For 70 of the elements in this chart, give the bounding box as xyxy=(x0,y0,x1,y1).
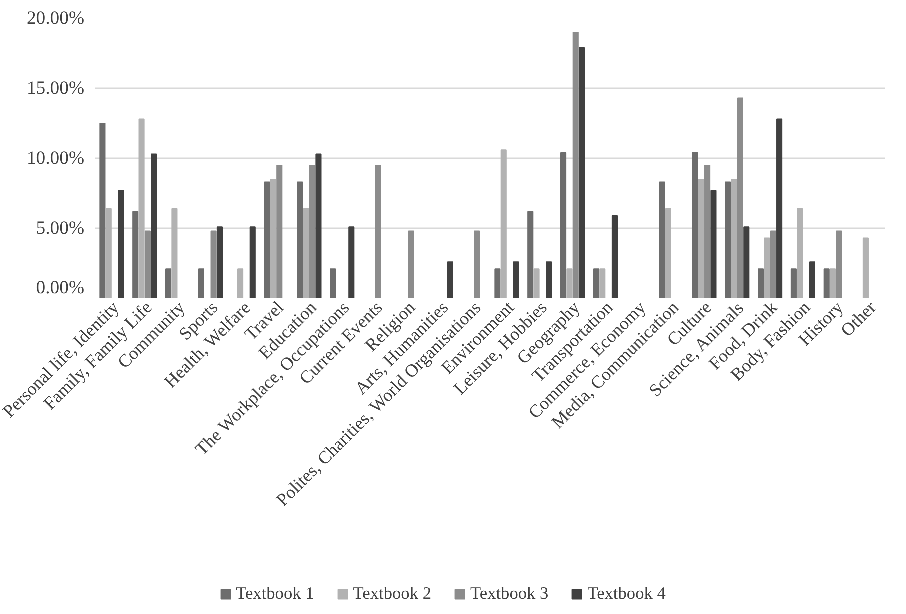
bar xyxy=(704,165,711,298)
bar xyxy=(100,123,106,298)
bar xyxy=(310,165,316,298)
bar xyxy=(166,268,172,298)
bar xyxy=(303,208,310,298)
bar xyxy=(797,208,804,298)
bar xyxy=(474,230,480,298)
bar xyxy=(447,262,454,298)
bar xyxy=(172,208,178,298)
bar xyxy=(264,182,270,298)
legend-label: Textbook 2 xyxy=(353,584,432,604)
bar xyxy=(572,32,579,298)
bar xyxy=(710,190,717,298)
bar xyxy=(216,226,223,298)
bar xyxy=(528,211,534,298)
bar xyxy=(276,165,283,298)
y-tick-label: 10.00% xyxy=(26,148,85,169)
bar xyxy=(612,215,618,298)
bar xyxy=(566,268,573,298)
bar xyxy=(408,230,414,298)
bar xyxy=(118,190,124,298)
bar xyxy=(210,230,217,298)
bar xyxy=(500,150,507,298)
bar xyxy=(830,268,836,298)
bar xyxy=(790,268,797,298)
bar xyxy=(600,268,606,298)
bar xyxy=(758,268,764,298)
bar xyxy=(560,152,567,298)
bar xyxy=(106,208,112,298)
bar xyxy=(737,98,744,298)
bar xyxy=(151,154,158,298)
bar xyxy=(744,226,750,298)
bar xyxy=(731,179,738,298)
bar xyxy=(862,238,869,298)
bar xyxy=(270,179,276,298)
bar xyxy=(513,262,520,298)
bar xyxy=(776,118,783,298)
bar xyxy=(809,262,816,298)
bar xyxy=(132,211,139,298)
bar xyxy=(593,268,600,298)
bar xyxy=(348,226,355,298)
bar xyxy=(138,118,145,298)
bar xyxy=(770,230,776,298)
legend-label: Textbook 1 xyxy=(236,584,314,604)
bar xyxy=(579,47,586,298)
bar xyxy=(764,238,770,298)
bar xyxy=(534,268,540,298)
bar xyxy=(330,268,336,298)
bar xyxy=(316,154,322,298)
bar xyxy=(824,268,830,298)
y-tick-label: 20.00% xyxy=(26,8,85,29)
bar xyxy=(297,182,304,298)
bar xyxy=(144,230,151,298)
bar xyxy=(250,226,256,298)
legend-label: Textbook 4 xyxy=(588,584,666,604)
y-tick-label: 0.00% xyxy=(36,278,85,298)
y-tick-label: 5.00% xyxy=(36,218,85,239)
bar xyxy=(494,268,501,298)
bar xyxy=(198,268,204,298)
bar xyxy=(698,179,704,298)
legend-label: Textbook 3 xyxy=(470,584,549,604)
bar xyxy=(665,208,672,298)
bar xyxy=(725,182,732,298)
bar xyxy=(692,152,698,298)
bar xyxy=(546,262,552,298)
y-tick-label: 15.00% xyxy=(26,78,85,99)
bar xyxy=(375,165,382,298)
bar xyxy=(238,268,244,298)
bar xyxy=(659,182,666,298)
bar xyxy=(836,230,842,298)
